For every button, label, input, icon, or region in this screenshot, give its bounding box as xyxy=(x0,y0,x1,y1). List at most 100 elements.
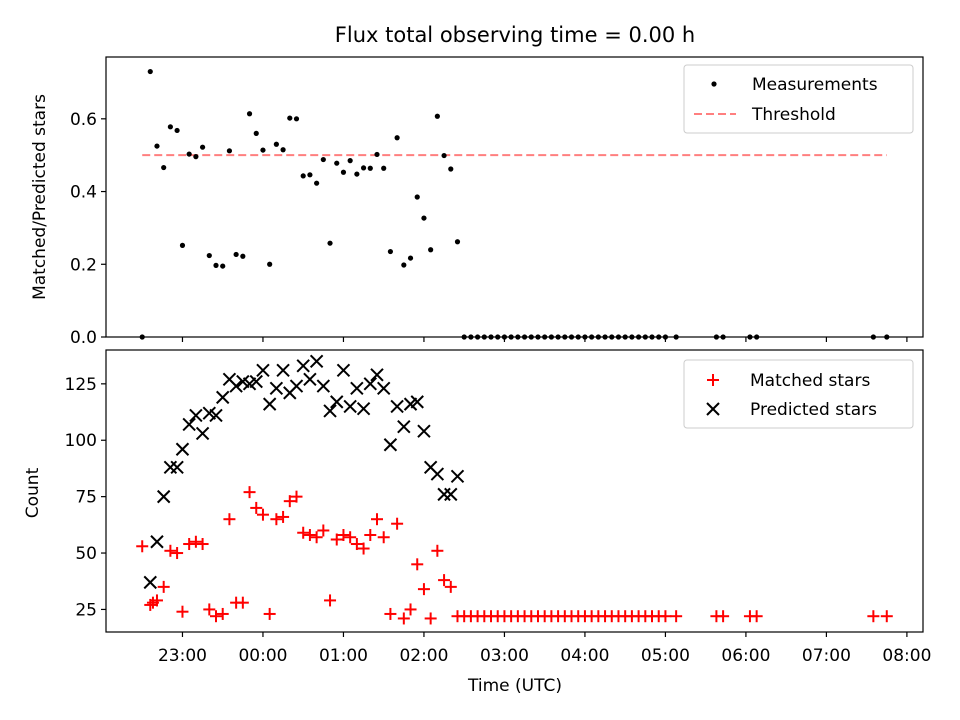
predicted-star-point xyxy=(430,467,445,481)
measurement-point xyxy=(340,169,347,175)
predicted-star-point xyxy=(150,535,164,549)
x-tick-label: 02:00 xyxy=(399,646,448,666)
x-axis-label: Time (UTC) xyxy=(467,676,562,696)
measurement-point xyxy=(394,135,400,141)
matched-star-point xyxy=(176,605,189,618)
matched-star-point xyxy=(317,524,330,537)
matched-star-point xyxy=(250,501,263,514)
measurement-point xyxy=(167,124,173,130)
plot-frame-count xyxy=(105,349,924,633)
matched-star-point xyxy=(444,580,457,593)
matched-star-point xyxy=(216,607,229,620)
measurement-point xyxy=(206,252,212,259)
matched-star-point xyxy=(203,603,216,616)
y-tick-label: 100 xyxy=(65,431,97,451)
predicted-star-point xyxy=(336,363,351,378)
matched-star-point xyxy=(350,538,363,551)
matched-star-point xyxy=(424,612,437,625)
predicted-star-point xyxy=(189,408,203,423)
predicted-star-point xyxy=(316,379,331,393)
measurement-point xyxy=(327,240,333,246)
measurement-point xyxy=(307,172,313,178)
measurement-point xyxy=(253,130,259,136)
legend-box-count xyxy=(683,359,914,429)
predicted-star-point xyxy=(289,379,304,393)
predicted-star-point xyxy=(229,379,243,393)
legend-label-measurements: Measurements xyxy=(752,75,878,95)
legend-box-ratio xyxy=(683,64,914,134)
measurement-point xyxy=(381,165,387,171)
measurement-point xyxy=(240,253,246,259)
measurement-point xyxy=(213,262,219,268)
matched-star-point xyxy=(310,531,323,544)
matched-star-point xyxy=(270,513,283,526)
ratio-panel: Matched/Predicted stars 0.0 0.2 0.4 0.6 Mea… xyxy=(30,56,924,348)
predicted-star-point xyxy=(303,372,317,387)
matched-star-point xyxy=(438,574,451,587)
predicted-star-point xyxy=(256,363,270,378)
measurement-point xyxy=(147,68,153,75)
measurement-point xyxy=(347,158,353,164)
predicted-star-point xyxy=(175,442,190,456)
predicted-star-point xyxy=(397,419,411,434)
measurement-point xyxy=(154,143,160,149)
y-tick-label: 0.4 xyxy=(70,183,97,203)
predicted-star-point xyxy=(182,417,196,432)
y-tick-label: 50 xyxy=(75,544,97,564)
measurement-point xyxy=(260,147,266,153)
measurement-point xyxy=(314,180,320,186)
predicted-star-point xyxy=(195,426,210,441)
matched-star-point xyxy=(344,531,357,544)
measurement-point xyxy=(454,239,461,245)
matched-star-point xyxy=(196,538,209,551)
legend-label-predicted: Predicted stars xyxy=(750,400,877,420)
measurement-point xyxy=(448,166,454,172)
matched-star-point xyxy=(164,544,177,557)
legend-marker-matched xyxy=(707,374,719,386)
measurement-point xyxy=(441,152,447,159)
matched-star-point xyxy=(384,607,397,620)
count-panel: Count 25 50 75 100 125 23:00 00:00 01:00 02:00 0… xyxy=(23,349,931,696)
matched-star-point xyxy=(223,513,236,526)
predicted-star-point xyxy=(390,399,404,414)
measurement-point xyxy=(179,242,186,248)
measurement-point xyxy=(267,261,273,267)
matched-star-point xyxy=(290,490,303,503)
measurement-point xyxy=(199,144,206,150)
y-tick-label: 75 xyxy=(75,488,97,508)
matched-star-point xyxy=(417,583,430,596)
measurement-point xyxy=(407,255,414,261)
legend-ratio: Measurements Threshold xyxy=(683,64,914,134)
x-tick-label: 01:00 xyxy=(319,646,368,666)
matched-star-point xyxy=(144,598,157,611)
matched-star-point xyxy=(243,486,256,499)
predicted-star-point xyxy=(143,575,157,590)
y-tick-label: 125 xyxy=(65,375,97,395)
measurement-point xyxy=(387,248,394,255)
matched-star-point xyxy=(364,528,377,541)
measurement-point xyxy=(414,194,420,200)
predicted-star-point xyxy=(170,460,184,475)
measurement-point xyxy=(360,165,367,171)
predicted-star-point xyxy=(376,381,391,396)
y-tick-label: 0.2 xyxy=(70,255,97,275)
predicted-star-point xyxy=(417,424,431,438)
predicted-star-point xyxy=(444,487,458,502)
matched-star-point xyxy=(659,610,672,623)
measurement-point xyxy=(226,148,233,154)
matched-star-point xyxy=(263,607,276,620)
matched-star-point xyxy=(880,610,893,623)
measurement-point xyxy=(428,247,434,253)
predicted-star-point xyxy=(323,404,337,418)
predicted-star-point xyxy=(383,438,398,452)
matched-star-point xyxy=(157,580,170,593)
measurement-point xyxy=(334,160,340,166)
predicted-star-point xyxy=(309,354,324,368)
matched-star-point xyxy=(210,610,223,623)
predicted-star-point xyxy=(350,381,364,396)
measurement-point xyxy=(367,165,373,171)
matched-star-point xyxy=(867,610,880,623)
measurement-point xyxy=(186,151,192,157)
predicted-star-point xyxy=(276,363,290,378)
measurement-point xyxy=(273,141,279,147)
